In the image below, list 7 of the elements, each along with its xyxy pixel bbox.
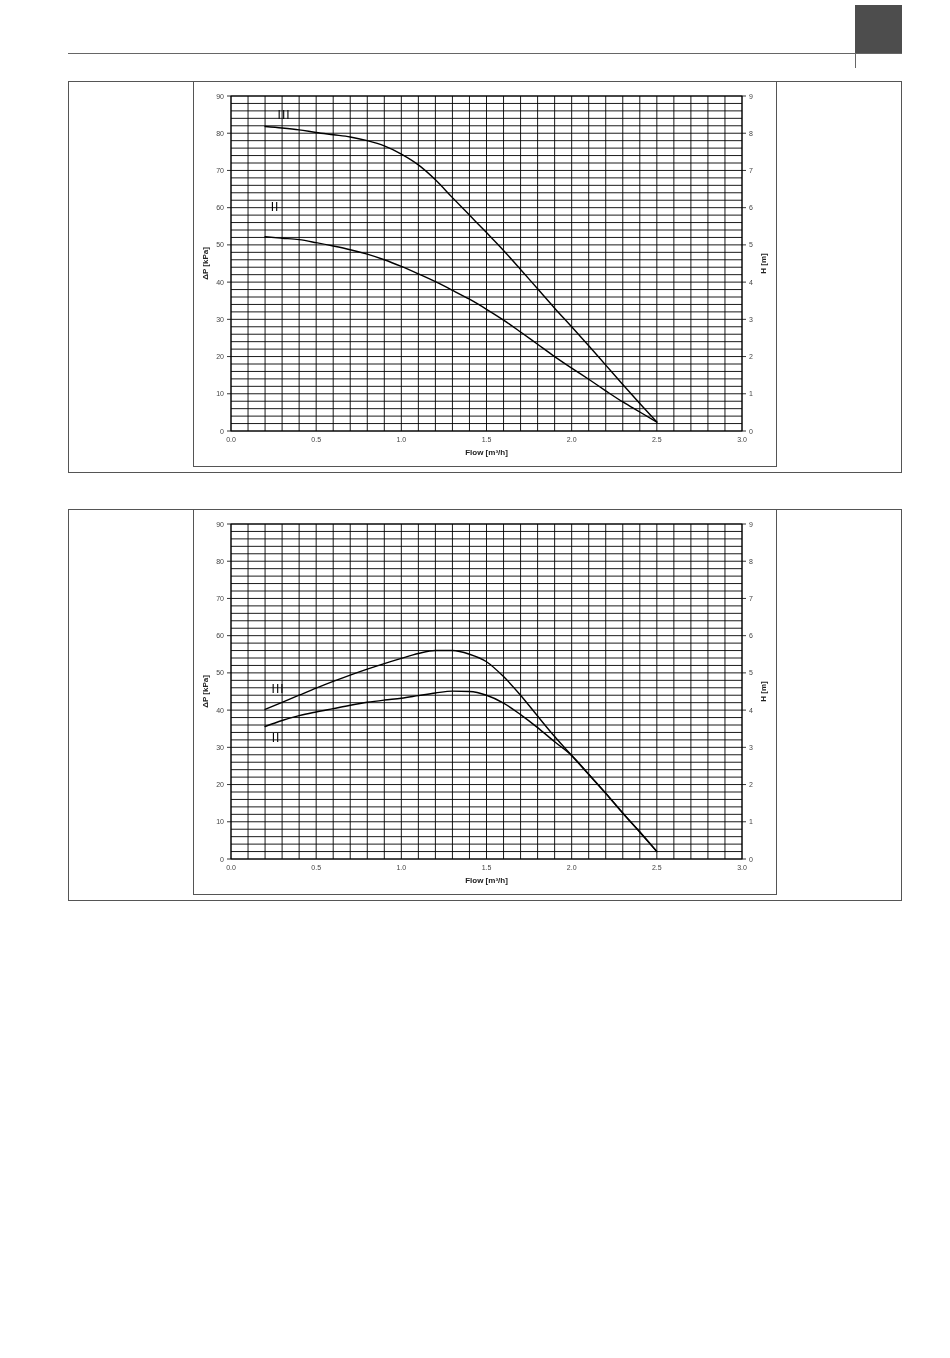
y-axis-title: ΔP [kPa] <box>200 246 210 280</box>
x-axis-title: Flow [m³/h] <box>465 448 509 457</box>
series-label: III <box>277 107 291 122</box>
y2-axis-title: H [m] <box>758 252 768 274</box>
y-axis-title: ΔP [kPa] <box>200 674 210 708</box>
x-axis-title: Flow [m³/h] <box>465 876 509 885</box>
y2-axis-title: H [m] <box>758 680 768 702</box>
